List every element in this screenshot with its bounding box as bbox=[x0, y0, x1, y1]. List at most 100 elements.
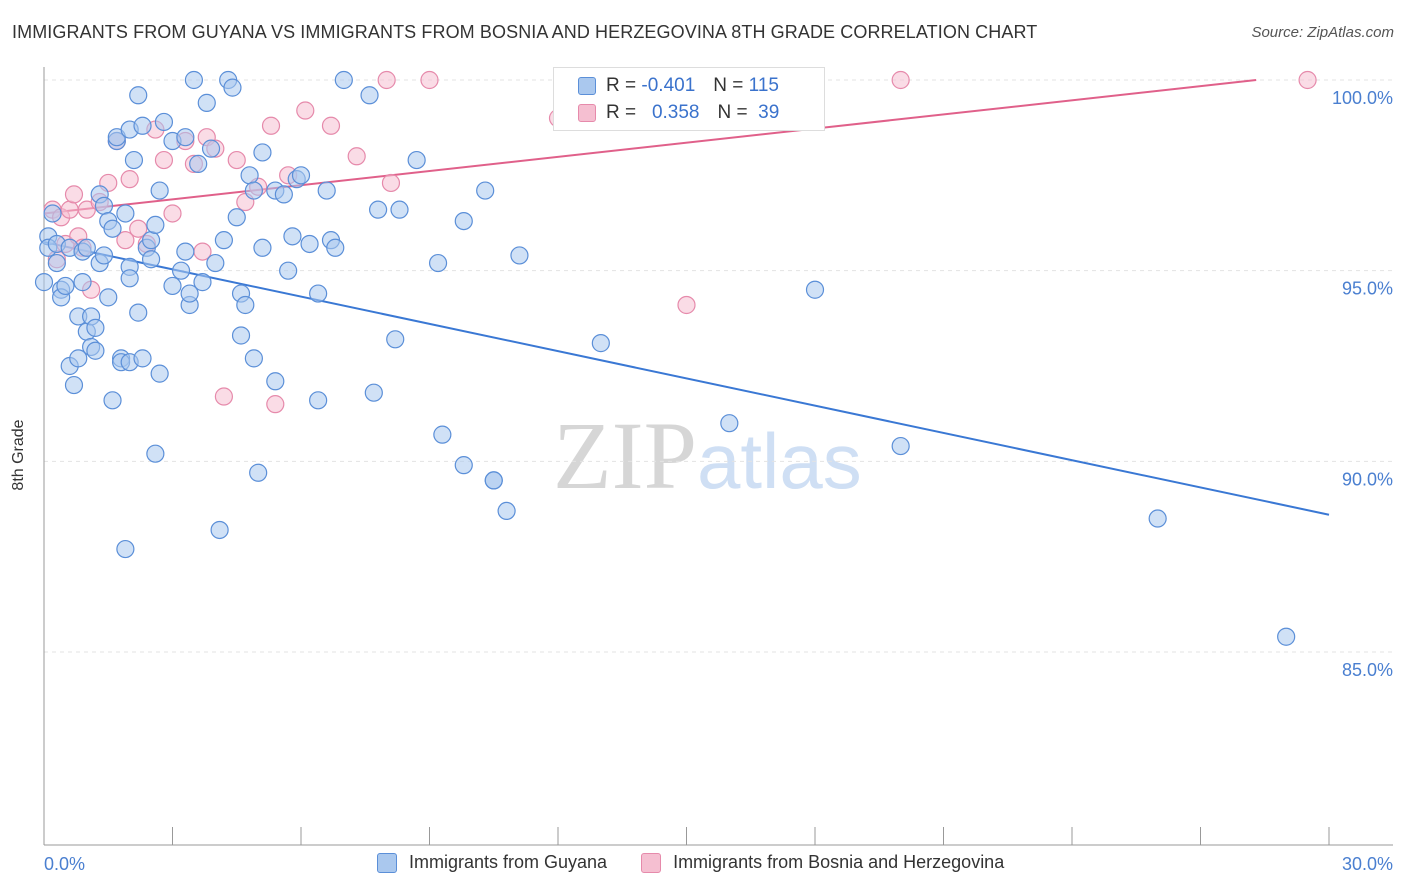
point-guyana bbox=[77, 238, 96, 257]
point-guyana bbox=[163, 276, 182, 296]
point-bosnia bbox=[377, 70, 396, 90]
point-guyana bbox=[497, 501, 516, 521]
point-guyana bbox=[484, 471, 503, 490]
point-bosnia bbox=[891, 70, 910, 90]
legend-r-label: R = bbox=[606, 75, 637, 96]
point-bosnia bbox=[120, 170, 139, 189]
point-guyana bbox=[146, 444, 165, 463]
point-guyana bbox=[510, 246, 529, 265]
point-guyana bbox=[1148, 509, 1167, 528]
point-guyana bbox=[240, 166, 259, 185]
point-guyana bbox=[150, 364, 169, 383]
grid-lines bbox=[44, 79, 1393, 653]
point-guyana bbox=[454, 456, 473, 475]
point-guyana bbox=[120, 269, 139, 288]
watermark: ZIPatlas bbox=[553, 400, 862, 511]
legend-r-value-guyana: -0.401 bbox=[641, 75, 696, 96]
point-guyana bbox=[1277, 627, 1296, 646]
legend-r-label: R = bbox=[606, 102, 637, 123]
point-bosnia bbox=[64, 185, 84, 204]
point-guyana bbox=[360, 86, 379, 105]
point-bosnia bbox=[381, 173, 401, 193]
point-guyana bbox=[244, 181, 263, 200]
point-guyana bbox=[43, 204, 62, 223]
point-bosnia bbox=[163, 204, 182, 223]
point-guyana bbox=[386, 330, 405, 349]
point-guyana bbox=[317, 181, 336, 200]
point-guyana bbox=[309, 391, 328, 410]
point-guyana bbox=[94, 246, 114, 265]
point-guyana bbox=[266, 372, 285, 391]
point-guyana bbox=[73, 273, 92, 292]
point-guyana bbox=[891, 436, 910, 456]
point-guyana bbox=[369, 200, 388, 219]
legend-row-guyana: R = -0.401 N = 115 bbox=[578, 73, 779, 99]
legend-r-value-bosnia: 0.358 bbox=[651, 102, 700, 123]
point-guyana bbox=[64, 375, 84, 395]
point-bosnia bbox=[266, 395, 285, 414]
point-guyana bbox=[309, 284, 328, 303]
point-guyana bbox=[433, 425, 452, 444]
point-guyana bbox=[146, 215, 165, 235]
point-guyana bbox=[805, 280, 825, 299]
point-bosnia bbox=[677, 295, 696, 315]
point-guyana bbox=[184, 70, 204, 90]
point-guyana bbox=[197, 93, 216, 112]
legend-row-bosnia: R = 0.358 N = 39 bbox=[578, 100, 779, 126]
point-guyana bbox=[253, 143, 272, 162]
point-guyana bbox=[214, 231, 233, 250]
point-guyana bbox=[274, 185, 293, 204]
point-guyana bbox=[176, 128, 195, 147]
point-bosnia bbox=[321, 116, 341, 135]
point-bosnia bbox=[129, 219, 148, 238]
point-guyana bbox=[291, 166, 311, 185]
legend-label-guyana: Immigrants from Guyana bbox=[409, 852, 608, 872]
point-guyana bbox=[193, 273, 212, 292]
point-guyana bbox=[454, 211, 473, 231]
point-guyana bbox=[124, 150, 144, 170]
legend-swatch-guyana bbox=[377, 852, 397, 873]
point-bosnia bbox=[60, 200, 79, 219]
legend-item-bosnia[interactable]: Immigrants from Bosnia and Herzegovina bbox=[641, 852, 1004, 873]
point-guyana bbox=[428, 253, 448, 273]
point-guyana bbox=[103, 219, 122, 238]
point-guyana bbox=[201, 139, 221, 158]
legend-n-value-guyana: 115 bbox=[748, 75, 779, 96]
point-guyana bbox=[116, 539, 135, 559]
point-guyana bbox=[326, 238, 345, 257]
point-guyana bbox=[133, 349, 152, 368]
point-guyana bbox=[236, 295, 255, 315]
point-bosnia bbox=[420, 70, 439, 90]
point-guyana bbox=[171, 261, 191, 280]
point-bosnia bbox=[154, 150, 174, 170]
point-guyana bbox=[150, 181, 169, 200]
point-guyana bbox=[94, 196, 114, 215]
point-guyana bbox=[364, 383, 383, 402]
point-guyana bbox=[141, 231, 161, 250]
bottom-legend: Immigrants from Guyana Immigrants from B… bbox=[377, 852, 1038, 873]
x-tick-label-min: 0.0% bbox=[44, 854, 85, 874]
legend-label-bosnia: Immigrants from Bosnia and Herzegovina bbox=[673, 852, 1005, 872]
point-guyana bbox=[129, 303, 148, 322]
point-guyana bbox=[244, 349, 263, 368]
point-bosnia bbox=[227, 150, 246, 170]
tick-labels: 85.0% 90.0% 95.0% 100.0% 0.0% 30.0% bbox=[44, 88, 1393, 874]
legend-swatch-bosnia bbox=[578, 104, 596, 122]
point-guyana bbox=[476, 181, 495, 200]
point-guyana bbox=[210, 520, 229, 540]
point-guyana bbox=[99, 288, 118, 307]
point-bosnia bbox=[1298, 70, 1317, 90]
point-guyana bbox=[300, 234, 319, 254]
point-guyana bbox=[227, 208, 246, 227]
legend-item-guyana[interactable]: Immigrants from Guyana bbox=[377, 852, 607, 873]
trend-line-guyana bbox=[43, 241, 1330, 516]
chart-title: IMMIGRANTS FROM GUYANA VS IMMIGRANTS FRO… bbox=[12, 22, 1038, 42]
point-guyana bbox=[103, 391, 122, 410]
legend-swatch-guyana bbox=[578, 77, 596, 95]
point-guyana bbox=[86, 318, 105, 337]
legend-n-value-bosnia: 39 bbox=[758, 102, 780, 123]
point-guyana bbox=[141, 250, 161, 269]
point-guyana bbox=[180, 284, 199, 303]
y-tick-label: 95.0% bbox=[1342, 279, 1393, 299]
